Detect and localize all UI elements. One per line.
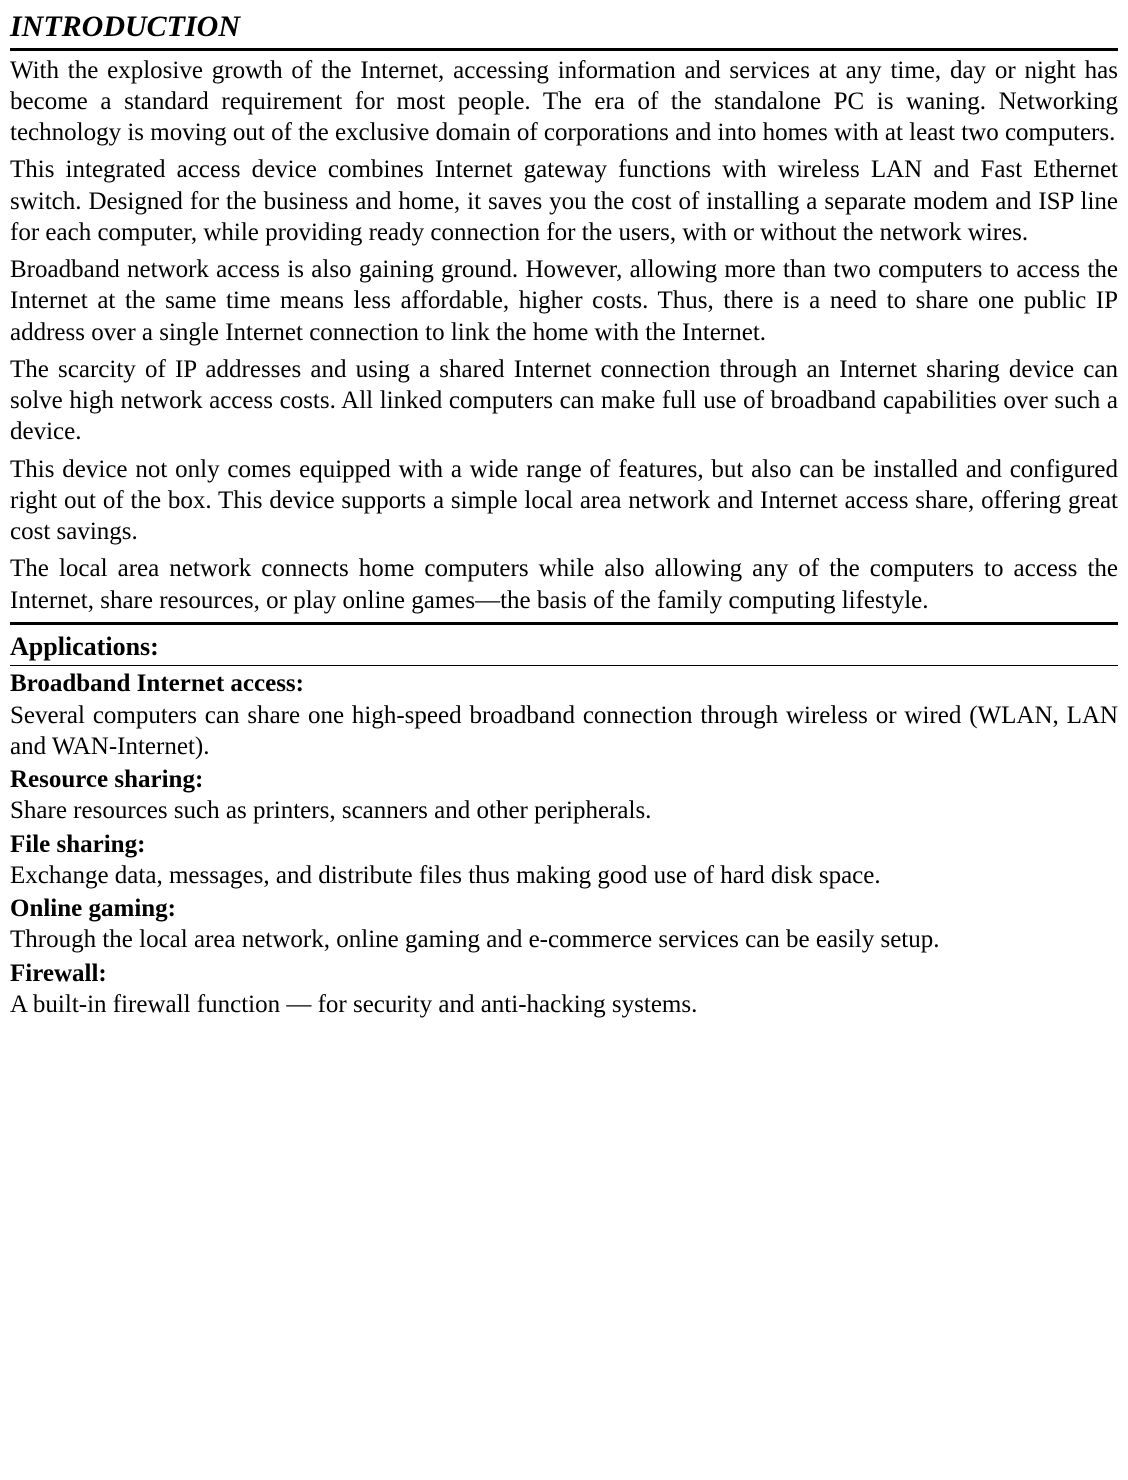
intro-paragraph-6: The local area network connects home com… bbox=[10, 553, 1118, 616]
application-label-firewall: Firewall: bbox=[10, 958, 1118, 989]
application-desc-firewall: A built-in firewall function — for secur… bbox=[10, 989, 1118, 1020]
intro-paragraph-1: With the explosive growth of the Interne… bbox=[10, 55, 1118, 149]
intro-paragraph-4: The scarcity of IP addresses and using a… bbox=[10, 354, 1118, 448]
applications-heading: Applications: bbox=[10, 629, 1118, 664]
application-label-file: File sharing: bbox=[10, 829, 1118, 860]
applications-top-rule bbox=[10, 622, 1118, 625]
application-desc-file: Exchange data, messages, and distribute … bbox=[10, 860, 1118, 891]
application-label-resource: Resource sharing: bbox=[10, 764, 1118, 795]
intro-paragraph-2: This integrated access device combines I… bbox=[10, 154, 1118, 248]
page-title: INTRODUCTION bbox=[10, 8, 1118, 46]
application-label-gaming: Online gaming: bbox=[10, 893, 1118, 924]
application-label-broadband: Broadband Internet access: bbox=[10, 668, 1118, 699]
application-desc-resource: Share resources such as printers, scanne… bbox=[10, 795, 1118, 826]
application-desc-gaming: Through the local area network, online g… bbox=[10, 924, 1118, 955]
title-rule bbox=[10, 48, 1118, 51]
application-desc-broadband: Several computers can share one high-spe… bbox=[10, 700, 1118, 763]
intro-paragraph-5: This device not only comes equipped with… bbox=[10, 454, 1118, 548]
intro-paragraph-3: Broadband network access is also gaining… bbox=[10, 254, 1118, 348]
applications-bottom-rule bbox=[10, 665, 1118, 666]
